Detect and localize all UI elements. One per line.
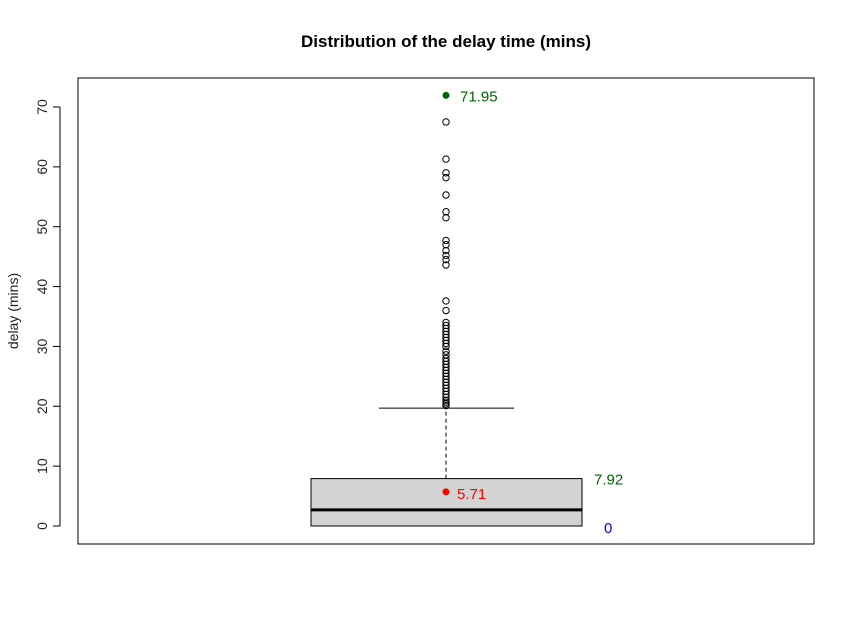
min-label: 0 — [604, 520, 612, 537]
y-tick-label: 20 — [34, 398, 50, 414]
outlier-point — [442, 306, 450, 315]
outlier-point — [442, 354, 450, 363]
outlier-point — [442, 246, 450, 255]
outlier-point — [442, 251, 450, 260]
outlier-point — [442, 347, 450, 355]
outlier-point — [442, 236, 450, 245]
y-tick-label: 40 — [34, 279, 50, 295]
mean-point — [442, 488, 450, 496]
box — [310, 478, 583, 527]
outlier-point — [442, 351, 450, 359]
y-tick-label: 10 — [34, 458, 50, 474]
outlier-point — [442, 255, 450, 264]
outlier-point — [442, 318, 450, 327]
outlier-point — [442, 261, 450, 269]
y-tick-label: 50 — [34, 219, 50, 235]
max-point — [442, 91, 450, 99]
outlier-point — [442, 214, 450, 222]
y-axis: 0 10 20 30 40 50 60 70 — [34, 99, 61, 530]
plot-area: 71.95 5.71 7.92 0 — [310, 88, 623, 537]
outlier-point — [442, 297, 450, 305]
outlier-point — [442, 169, 450, 177]
y-axis-label: delay (mins) — [5, 273, 21, 349]
q3-label: 7.92 — [594, 472, 623, 489]
y-tick-label: 0 — [34, 522, 50, 530]
y-tick-label: 60 — [34, 159, 50, 175]
plot-frame — [77, 77, 815, 545]
max-label: 71.95 — [460, 88, 498, 105]
outlier-point — [442, 173, 450, 182]
outlier-point — [442, 240, 450, 249]
y-tick-label: 70 — [34, 99, 50, 115]
chart-title: Distribution of the delay time (mins) — [301, 32, 591, 51]
outlier-point — [442, 155, 450, 163]
y-tick-label: 30 — [34, 338, 50, 354]
outlier-point — [442, 321, 450, 330]
outlier-point — [442, 118, 450, 126]
outlier-point — [442, 208, 450, 216]
outlier-point — [442, 191, 450, 199]
mean-label: 5.71 — [457, 486, 486, 503]
